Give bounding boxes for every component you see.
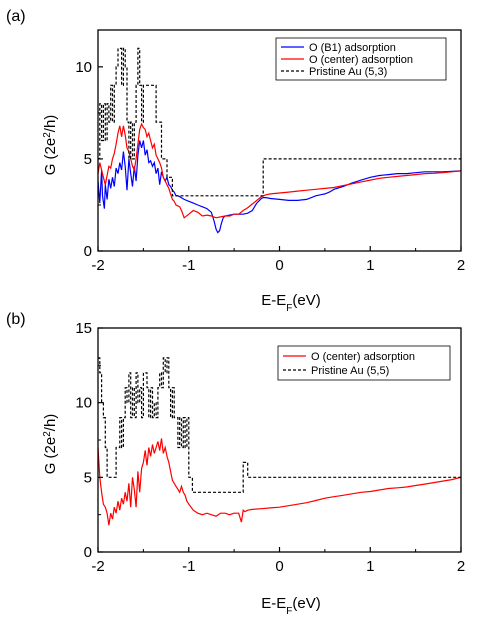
- series-line-b-0: [97, 438, 462, 526]
- legend-box: [277, 345, 451, 381]
- y-axis-label-a: G (2e2/h): [42, 115, 60, 176]
- plot-area-b: -2 -1 0 1 2 0 5 10 15: [75, 320, 465, 575]
- chart-panel-a: (a) -2 -1 0 1 2 0 5 10 E-EF(eV) G (2e2/h) O (B1…: [6, 8, 465, 314]
- legend-entry: O (center) adsorption: [311, 351, 415, 363]
- y-tick-label: 15: [75, 320, 92, 337]
- x-tick-label: 1: [366, 257, 374, 274]
- y-axis-label-b: G (2e2/h): [42, 414, 60, 475]
- legend-entry: O (B1) adsorption: [309, 42, 396, 54]
- legend-entry: Pristine Au (5,5): [311, 365, 389, 377]
- series-line-a-0: [97, 140, 462, 234]
- chart-panel-b: (b) -2 -1 0 1 2 0 5 10 15 E-EF(eV) G (2e2/h) O (…: [6, 311, 465, 617]
- x-tick-label: 0: [275, 257, 283, 274]
- y-tick-label: 10: [75, 395, 92, 412]
- y-tick-label: 0: [84, 544, 92, 561]
- series-line-a-2: [98, 47, 461, 197]
- legend-entry: O (center) adsorption: [309, 54, 413, 66]
- x-tick-label: -2: [91, 558, 104, 575]
- x-tick-label: 1: [366, 558, 374, 575]
- x-tick-label: -1: [182, 257, 195, 274]
- y-tick-label: 5: [84, 469, 92, 486]
- y-tick-label: 10: [75, 59, 92, 76]
- series-line-a-1: [97, 122, 462, 219]
- plot-area-a: -2 -1 0 1 2 0 5 10: [75, 29, 465, 274]
- y-tick-label: 5: [84, 151, 92, 168]
- x-axis-label-b: E-EF(eV): [261, 595, 320, 617]
- legend-entry: Pristine Au (5,3): [309, 66, 387, 78]
- x-tick-label: -1: [182, 558, 195, 575]
- y-tick-label: 0: [84, 243, 92, 260]
- x-tick-label: 0: [275, 558, 283, 575]
- x-axis-label-a: E-EF(eV): [261, 292, 320, 314]
- x-tick-label: -2: [91, 257, 104, 274]
- legend-b: O (center) adsorption Pristine Au (5,5): [277, 345, 451, 381]
- x-tick-label: 2: [457, 558, 465, 575]
- x-tick-label: 2: [457, 257, 465, 274]
- panel-a-label: (a): [6, 8, 26, 25]
- panel-b-label: (b): [6, 311, 26, 328]
- series-line-b-1: [98, 357, 461, 493]
- legend-box: [275, 37, 447, 81]
